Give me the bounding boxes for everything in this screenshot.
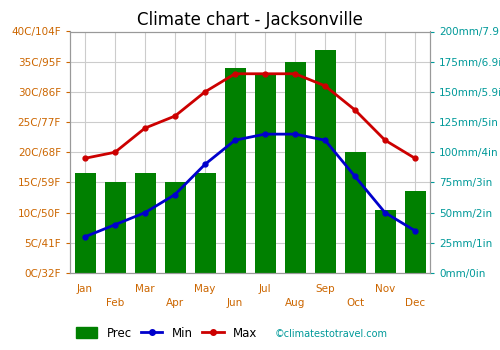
Bar [284, 62, 306, 273]
Bar [194, 173, 216, 273]
Text: Dec: Dec [405, 298, 425, 308]
Text: Jun: Jun [227, 298, 243, 308]
Text: Feb: Feb [106, 298, 124, 308]
Bar [254, 74, 276, 273]
Bar [344, 152, 366, 273]
Text: ©climatestotravel.com: ©climatestotravel.com [275, 329, 388, 339]
Text: Apr: Apr [166, 298, 184, 308]
Bar [104, 182, 126, 273]
Text: Oct: Oct [346, 298, 364, 308]
Text: Mar: Mar [135, 284, 155, 294]
Bar [374, 210, 396, 273]
Bar [224, 68, 246, 273]
Text: May: May [194, 284, 216, 294]
Bar [404, 191, 425, 273]
Text: Nov: Nov [375, 284, 395, 294]
Text: Jan: Jan [77, 284, 93, 294]
Text: Sep: Sep [315, 284, 335, 294]
Bar [164, 182, 186, 273]
Bar [74, 173, 96, 273]
Legend: Prec, Min, Max: Prec, Min, Max [76, 327, 258, 340]
Title: Climate chart - Jacksonville: Climate chart - Jacksonville [137, 10, 363, 29]
Text: Aug: Aug [285, 298, 305, 308]
Text: Jul: Jul [258, 284, 272, 294]
Bar [134, 173, 156, 273]
Bar [314, 50, 336, 273]
